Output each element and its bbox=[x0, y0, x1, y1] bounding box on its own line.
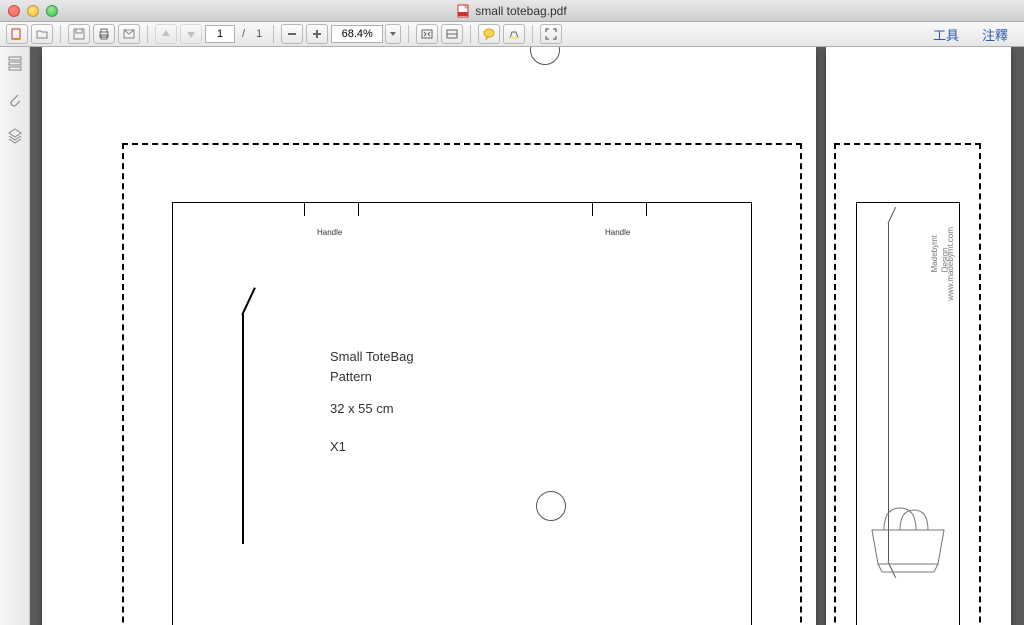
handle-notch bbox=[592, 202, 593, 216]
zoom-window-button[interactable] bbox=[46, 5, 58, 17]
handle-label: Handle bbox=[605, 228, 630, 237]
registration-circle bbox=[530, 47, 560, 65]
window-title-text: small totebag.pdf bbox=[475, 4, 566, 18]
designer-url: www.madebymt.com bbox=[946, 227, 956, 301]
attachments-icon[interactable] bbox=[6, 91, 24, 109]
grainline bbox=[242, 314, 244, 544]
toolbar: / 1 工具 注釋 bbox=[0, 22, 1024, 47]
zoom-level-input[interactable] bbox=[331, 25, 383, 43]
page-separator: / bbox=[242, 28, 245, 40]
fit-width-button[interactable] bbox=[441, 24, 463, 44]
highlight-button[interactable] bbox=[503, 24, 525, 44]
pattern-title-line2: Pattern bbox=[330, 367, 414, 387]
window-titlebar: small totebag.pdf bbox=[0, 0, 1024, 22]
handle-notch bbox=[304, 202, 305, 216]
pdf-page-1: Handle Handle Small ToteBag Pattern 32 x… bbox=[42, 47, 816, 625]
comment-button[interactable] bbox=[478, 24, 500, 44]
pdf-icon bbox=[457, 4, 471, 18]
toolbar-separator bbox=[408, 25, 409, 43]
export-pdf-button[interactable] bbox=[6, 24, 28, 44]
toolbar-separator bbox=[532, 25, 533, 43]
main-area: Handle Handle Small ToteBag Pattern 32 x… bbox=[0, 47, 1024, 625]
registration-circle bbox=[536, 491, 566, 521]
page-up-button[interactable] bbox=[155, 24, 177, 44]
page-number-input[interactable] bbox=[205, 25, 235, 43]
minimize-window-button[interactable] bbox=[27, 5, 39, 17]
email-button[interactable] bbox=[118, 24, 140, 44]
close-window-button[interactable] bbox=[8, 5, 20, 17]
sidebar bbox=[0, 47, 30, 625]
handle-notch bbox=[358, 202, 359, 216]
handle-label: Handle bbox=[317, 228, 342, 237]
window-title: small totebag.pdf bbox=[0, 4, 1024, 18]
fullscreen-button[interactable] bbox=[540, 24, 562, 44]
document-viewer[interactable]: Handle Handle Small ToteBag Pattern 32 x… bbox=[30, 47, 1024, 625]
save-button[interactable] bbox=[68, 24, 90, 44]
layers-icon[interactable] bbox=[6, 127, 24, 145]
zoom-in-button[interactable] bbox=[306, 24, 328, 44]
zoom-dropdown[interactable] bbox=[385, 24, 401, 44]
page-total: 1 bbox=[256, 28, 262, 40]
page-down-button[interactable] bbox=[180, 24, 202, 44]
pattern-title-line1: Small ToteBag bbox=[330, 347, 414, 367]
pattern-title: Small ToteBag Pattern bbox=[330, 347, 414, 386]
handle-notch bbox=[646, 202, 647, 216]
print-button[interactable] bbox=[93, 24, 115, 44]
pdf-page-2: Madebymt Design www.madebymt.com bbox=[826, 47, 1011, 625]
toolbar-separator bbox=[147, 25, 148, 43]
comment-menu[interactable]: 注釋 bbox=[982, 25, 1008, 44]
pattern-dimensions: 32 x 55 cm bbox=[330, 399, 394, 419]
pattern-piece-outline bbox=[172, 202, 752, 625]
totebag-illustration bbox=[864, 502, 952, 582]
toolbar-separator bbox=[60, 25, 61, 43]
fit-window-button[interactable] bbox=[416, 24, 438, 44]
toolbar-separator bbox=[273, 25, 274, 43]
zoom-out-button[interactable] bbox=[281, 24, 303, 44]
tools-menu[interactable]: 工具 bbox=[933, 25, 959, 44]
thumbnails-icon[interactable] bbox=[6, 55, 24, 73]
pattern-quantity: X1 bbox=[330, 437, 346, 457]
open-button[interactable] bbox=[31, 24, 53, 44]
traffic-lights bbox=[8, 5, 58, 17]
toolbar-separator bbox=[470, 25, 471, 43]
